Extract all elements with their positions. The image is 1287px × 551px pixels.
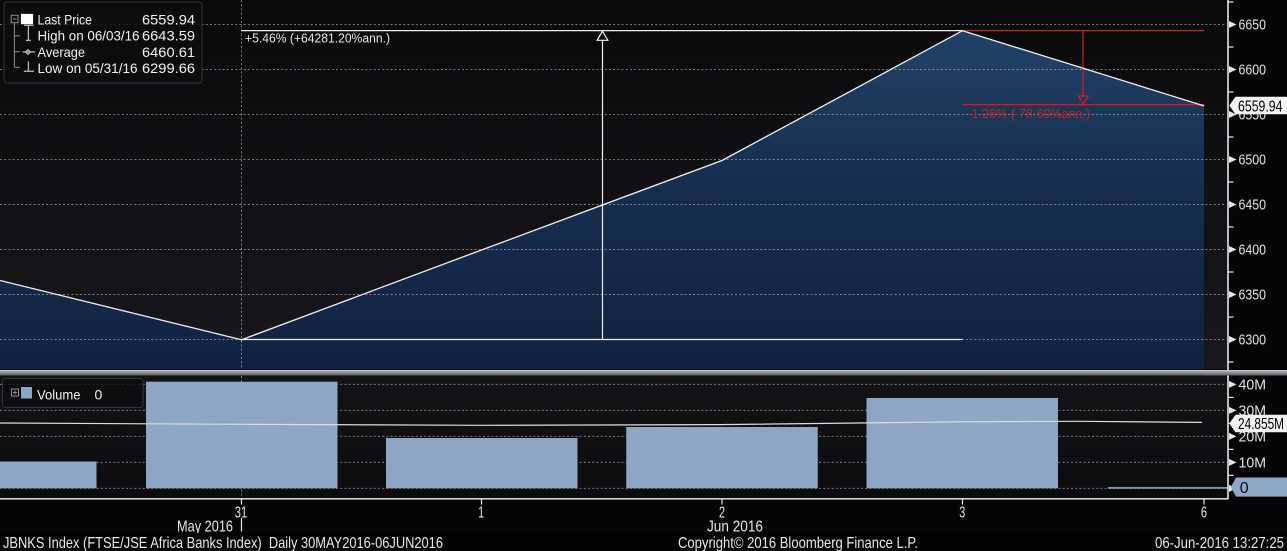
svg-text:0: 0 bbox=[1240, 480, 1249, 497]
svg-text:High on 06/03/16: High on 06/03/16 bbox=[38, 28, 140, 44]
svg-text:0: 0 bbox=[95, 387, 103, 403]
svg-text:May 2016: May 2016 bbox=[177, 518, 233, 535]
svg-text:Jun 2016: Jun 2016 bbox=[707, 518, 763, 535]
svg-text:JBNKS Index (FTSE/JSE Africa B: JBNKS Index (FTSE/JSE Africa Banks Index… bbox=[3, 535, 443, 551]
svg-text:40M: 40M bbox=[1239, 377, 1267, 393]
svg-text:6559.94: 6559.94 bbox=[1238, 98, 1283, 115]
svg-text:6559.94: 6559.94 bbox=[142, 12, 195, 28]
svg-text:6400: 6400 bbox=[1239, 243, 1267, 259]
svg-text:Last Price: Last Price bbox=[38, 12, 93, 28]
svg-text:6299.66: 6299.66 bbox=[142, 60, 195, 76]
svg-text:6460.61: 6460.61 bbox=[142, 44, 195, 60]
svg-text:6600: 6600 bbox=[1239, 63, 1267, 79]
svg-text:6500: 6500 bbox=[1239, 153, 1267, 169]
svg-text:Volume: Volume bbox=[37, 387, 81, 403]
svg-text:Average: Average bbox=[38, 44, 86, 60]
svg-text:2: 2 bbox=[719, 504, 725, 521]
svg-text:-1.26% (-78.60%ann.): -1.26% (-78.60%ann.) bbox=[968, 107, 1091, 121]
svg-text:06-Jun-2016 13:27:25: 06-Jun-2016 13:27:25 bbox=[1155, 535, 1284, 551]
svg-text:3: 3 bbox=[959, 504, 965, 521]
svg-text:6643.59: 6643.59 bbox=[142, 28, 195, 44]
svg-text:6: 6 bbox=[1201, 504, 1207, 521]
svg-text:+5.46% (+64281.20%ann.): +5.46% (+64281.20%ann.) bbox=[245, 32, 390, 46]
svg-text:10M: 10M bbox=[1239, 455, 1267, 471]
svg-text:6650: 6650 bbox=[1239, 18, 1267, 34]
svg-text:Copyright© 2016 Bloomberg Fina: Copyright© 2016 Bloomberg Finance L.P. bbox=[678, 535, 918, 551]
svg-text:31: 31 bbox=[235, 504, 247, 521]
svg-text:6450: 6450 bbox=[1239, 198, 1267, 214]
svg-text:1: 1 bbox=[478, 504, 484, 521]
svg-text:24.855M: 24.855M bbox=[1238, 416, 1284, 433]
svg-text:6300: 6300 bbox=[1239, 333, 1267, 349]
svg-text:20M: 20M bbox=[1239, 429, 1267, 445]
svg-text:6350: 6350 bbox=[1239, 288, 1267, 304]
svg-text:Low on 05/31/16: Low on 05/31/16 bbox=[38, 60, 138, 76]
